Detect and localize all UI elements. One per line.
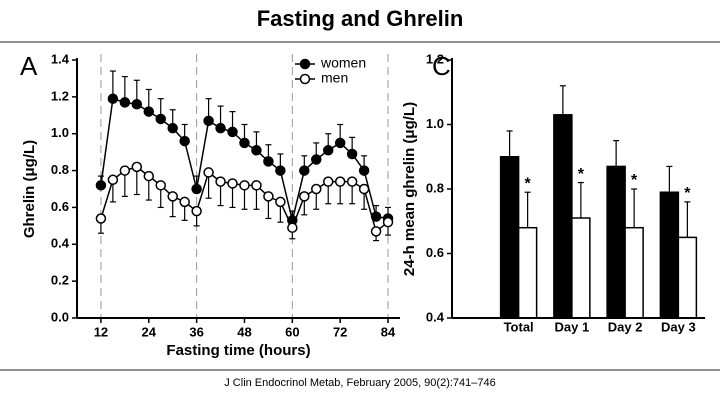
slide-title: Fasting and Ghrelin <box>257 6 464 31</box>
data-point <box>167 122 178 134</box>
x-tick-label: 24 <box>142 324 157 339</box>
data-point <box>227 126 238 138</box>
data-point <box>95 213 107 224</box>
data-point <box>322 176 334 187</box>
data-point <box>311 154 322 165</box>
y-tick-label: 0.4 <box>51 236 70 251</box>
data-point <box>179 196 190 208</box>
data-point <box>370 226 382 237</box>
y-tick-label: 1.4 <box>51 51 70 66</box>
data-point <box>179 135 190 147</box>
bar <box>659 191 680 319</box>
data-point <box>239 137 250 149</box>
data-point <box>322 145 334 156</box>
legend-label: women <box>320 55 366 71</box>
data-point <box>263 191 274 202</box>
y-tick-label: 0.0 <box>51 309 69 324</box>
data-point <box>334 176 346 187</box>
x-tick-label: Day 2 <box>608 319 643 334</box>
data-point <box>215 176 226 187</box>
bar <box>571 217 591 319</box>
significance-marker: * <box>525 175 532 192</box>
y-tick-label: 0.8 <box>51 162 69 177</box>
panel-label: A <box>20 51 38 81</box>
x-tick-label: 36 <box>189 324 203 339</box>
y-tick-label: 0.2 <box>51 273 69 288</box>
data-point <box>119 97 131 108</box>
x-axis-title: Fasting time (hours) <box>166 342 310 359</box>
x-tick-label: 60 <box>285 324 299 339</box>
data-point <box>287 222 298 233</box>
data-point <box>299 191 310 202</box>
data-point <box>239 180 250 191</box>
data-point <box>155 180 166 191</box>
data-point <box>227 178 238 189</box>
x-tick-label: 48 <box>237 324 251 339</box>
data-point <box>251 145 262 156</box>
bar <box>677 236 698 319</box>
legend-marker <box>299 58 311 70</box>
bar <box>553 114 573 319</box>
data-point <box>382 216 394 228</box>
data-point <box>370 211 382 222</box>
data-point <box>143 170 155 182</box>
data-point <box>311 183 322 195</box>
data-point <box>155 113 166 125</box>
significance-marker: * <box>684 185 691 202</box>
y-axis-title: Ghrelin (μg/L) <box>21 140 38 238</box>
panel-label: C <box>432 51 451 81</box>
x-tick-label: 12 <box>94 324 108 339</box>
data-point <box>358 165 370 176</box>
bar <box>499 156 520 319</box>
legend-marker <box>299 73 311 85</box>
data-point <box>107 174 119 186</box>
data-point <box>95 180 107 191</box>
data-point <box>346 176 358 187</box>
data-point <box>167 191 178 202</box>
x-tick-label: Total <box>504 319 534 334</box>
y-tick-label: 1.2 <box>426 51 444 66</box>
bar <box>606 165 626 319</box>
data-point <box>299 165 310 176</box>
data-point <box>203 167 214 178</box>
data-point <box>251 180 262 191</box>
y-tick-label: 0.6 <box>51 199 69 214</box>
data-point <box>263 156 274 167</box>
legend-label: men <box>321 70 348 86</box>
data-point <box>215 122 226 134</box>
y-tick-label: 1.2 <box>51 88 69 103</box>
data-point <box>191 205 202 217</box>
data-point <box>191 183 202 195</box>
x-tick-label: 84 <box>381 324 396 339</box>
y-tick-label: 0.6 <box>426 245 444 260</box>
y-axis-title: 24-h mean ghrelin (μg/L) <box>401 102 418 276</box>
data-point <box>131 161 143 173</box>
data-point <box>119 165 131 176</box>
y-tick-label: 1.0 <box>426 116 444 131</box>
citation: J Clin Endocrinol Metab, February 2005, … <box>224 377 496 389</box>
bar <box>517 226 538 319</box>
bar <box>624 226 644 319</box>
x-tick-label: Day 1 <box>555 319 590 334</box>
data-point <box>107 93 119 104</box>
data-point <box>143 106 155 117</box>
y-tick-label: 0.4 <box>426 309 445 324</box>
data-point <box>334 137 346 149</box>
data-point <box>275 165 286 176</box>
data-point <box>358 183 370 195</box>
significance-marker: * <box>578 166 585 183</box>
data-point <box>131 98 143 110</box>
y-tick-label: 0.8 <box>426 180 444 195</box>
x-tick-label: Day 3 <box>661 319 696 334</box>
significance-marker: * <box>631 172 638 189</box>
data-point <box>275 196 286 208</box>
data-point <box>203 115 214 127</box>
y-tick-label: 1.0 <box>51 125 69 140</box>
x-tick-label: 72 <box>333 324 347 339</box>
data-point <box>346 148 358 160</box>
